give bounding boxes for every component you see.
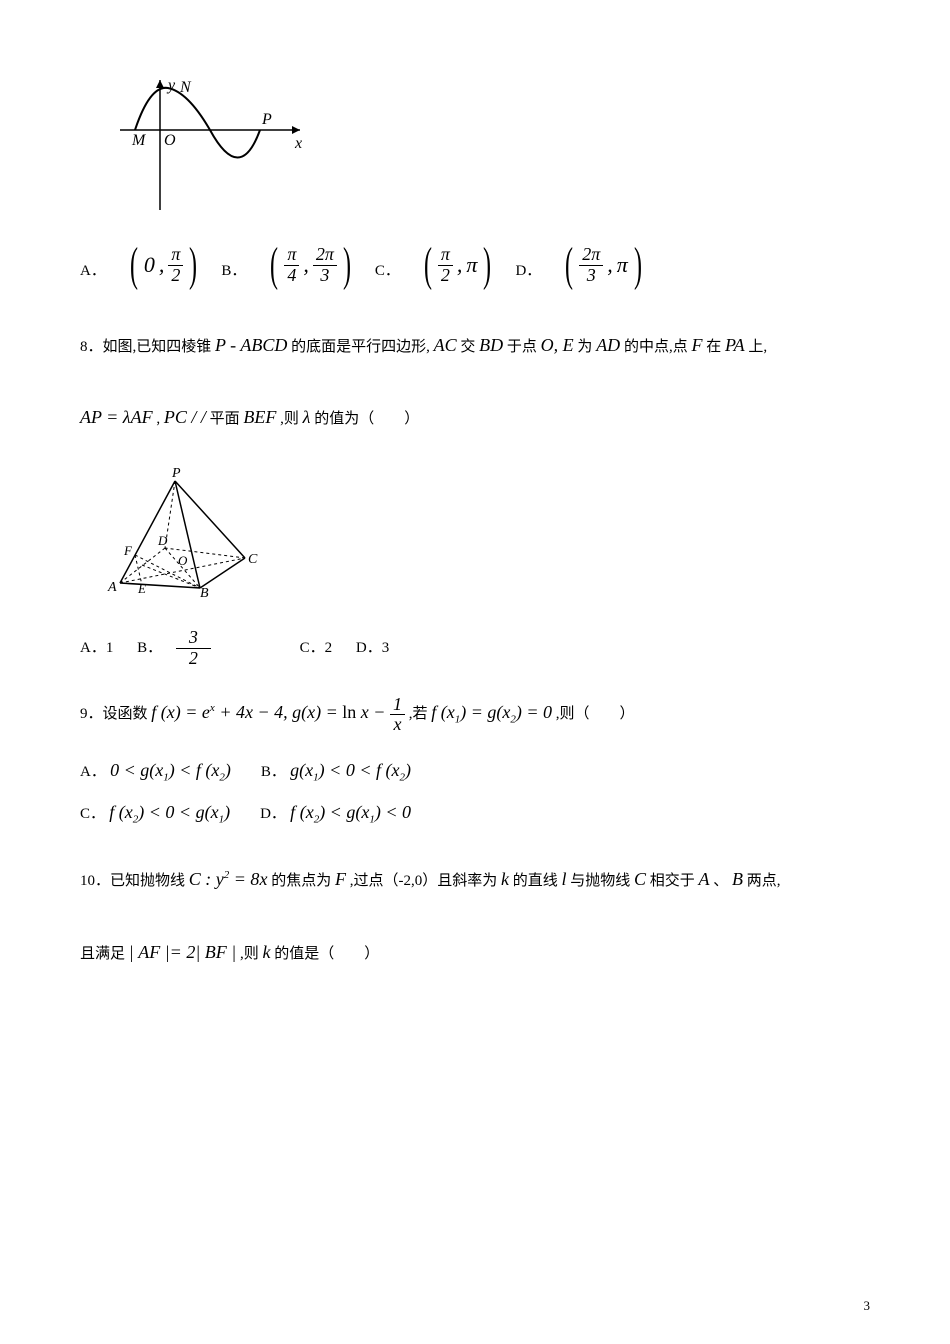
svg-text:x: x bbox=[294, 135, 302, 152]
question-9: 9．设函数 f (x) = ex + 4x − 4, g(x) = ln x −… bbox=[80, 693, 870, 735]
q8-opt-d: D．3 bbox=[356, 640, 389, 656]
svg-text:C: C bbox=[248, 552, 258, 567]
figure-pyramid: P D C O A E B F bbox=[100, 463, 870, 608]
svg-text:A: A bbox=[107, 580, 117, 595]
svg-text:N: N bbox=[179, 79, 192, 96]
opt-a-value: ( 0, π2 ) bbox=[126, 245, 202, 286]
svg-text:B: B bbox=[200, 586, 209, 601]
svg-text:y: y bbox=[166, 77, 176, 94]
opt-c-value: ( π2 , π ) bbox=[420, 245, 496, 286]
q8-opt-c: C．2 bbox=[300, 640, 333, 656]
svg-text:P: P bbox=[261, 111, 272, 128]
q8-options: A．1 B． 32 C．2 D．3 bbox=[80, 628, 870, 669]
opt-a-label: A． bbox=[80, 259, 106, 286]
q9-options-row2: C． f (x2) < 0 < g(x1) D． f (x2) < g(x1) … bbox=[80, 802, 870, 826]
q7-options: A． ( 0, π2 ) B． ( π4 , 2π3 ) C． ( π2 , π… bbox=[80, 245, 870, 286]
svg-text:O: O bbox=[178, 553, 188, 568]
q9-opt-c: C． f (x2) < 0 < g(x1) bbox=[80, 802, 230, 826]
q9-options-row1: A． 0 < g(x1) < f (x2) B． g(x1) < 0 < f (… bbox=[80, 760, 870, 784]
q9-opt-a: A． 0 < g(x1) < f (x2) bbox=[80, 760, 231, 784]
opt-b-label: B． bbox=[221, 259, 246, 286]
figure-sine-curve: y N M O P x bbox=[100, 70, 870, 225]
question-10: 10．已知抛物线 C : y2 = 8x 的焦点为 F ,过点（-2,0）且斜率… bbox=[80, 860, 870, 972]
opt-b-value: ( π4 , 2π3 ) bbox=[266, 245, 355, 286]
q8-opt-b: B． 32 bbox=[137, 640, 245, 656]
svg-text:F: F bbox=[123, 543, 133, 558]
opt-d-label: D． bbox=[515, 259, 541, 286]
svg-text:P: P bbox=[171, 466, 181, 481]
question-8: 8．如图,已知四棱锥 P - ABCD 的底面是平行四边形, AC 交 BD 于… bbox=[80, 326, 870, 438]
q9-opt-b: B． g(x1) < 0 < f (x2) bbox=[261, 760, 411, 784]
page-number: 3 bbox=[864, 1298, 871, 1314]
svg-text:O: O bbox=[164, 132, 176, 149]
opt-d-value: ( 2π3 , π ) bbox=[561, 245, 646, 286]
svg-text:E: E bbox=[137, 581, 146, 596]
q8-text: 8．如图,已知四棱锥 bbox=[80, 339, 211, 355]
opt-c-label: C． bbox=[375, 259, 400, 286]
q8-opt-a: A．1 bbox=[80, 640, 113, 656]
q9-opt-d: D． f (x2) < g(x1) < 0 bbox=[260, 802, 411, 826]
svg-text:M: M bbox=[131, 132, 147, 149]
